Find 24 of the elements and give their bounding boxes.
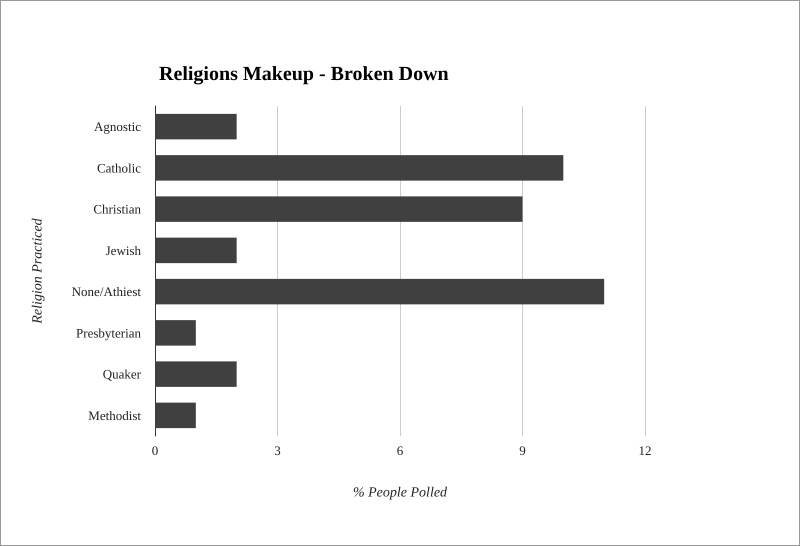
y-tick-label: Catholic [96,160,142,176]
y-tick-label: Quaker [102,366,142,382]
bar [155,402,196,428]
y-tick-label: None/Athiest [72,284,142,300]
bar [155,320,196,346]
bar [155,361,237,387]
y-tick-label: Methodist [88,408,142,423]
x-tick-label: 12 [638,443,652,458]
chart-title: Religions Makeup - Broken Down [159,63,449,85]
y-tick-label: Agnostic [94,119,142,134]
x-tick-label: 6 [396,443,404,458]
bar [155,155,564,181]
x-tick-label: 9 [519,443,526,458]
y-tick-label: Presbyterian [76,325,142,340]
x-tick-label: 0 [152,443,158,458]
y-tick-label: Christian [93,202,142,217]
y-axis-title: Religion Practiced [30,217,46,325]
y-tick-label: Jewish [106,242,142,258]
bar [155,278,604,304]
x-axis-title: % People Polled [352,486,448,500]
bar [155,114,237,140]
bar [155,238,237,264]
bar [155,196,522,222]
x-tick-label: 3 [274,443,281,458]
